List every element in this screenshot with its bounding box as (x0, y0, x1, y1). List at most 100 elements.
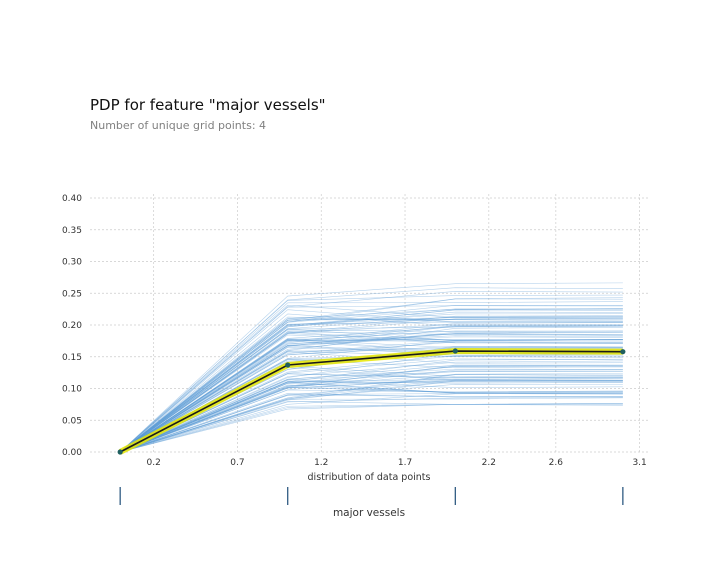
ice-line (119, 317, 623, 453)
ice-line (119, 308, 623, 453)
ice-line (119, 321, 623, 453)
ice-line (120, 376, 623, 453)
ice-line (119, 311, 623, 453)
ice-line (119, 316, 623, 453)
ice-line (119, 338, 623, 453)
ice-line (119, 282, 623, 453)
ice-line (119, 331, 623, 453)
ice-line (119, 324, 623, 453)
ice-line (119, 301, 623, 453)
ice-line (120, 325, 623, 453)
x-tick-label: 3.1 (632, 458, 646, 468)
ice-line (120, 381, 623, 453)
ice-line (119, 305, 623, 453)
ice-line (119, 319, 623, 453)
ice-line (119, 331, 623, 453)
ice-line (119, 329, 623, 453)
ice-line (119, 318, 623, 453)
ice-line (120, 383, 623, 453)
chart-subtitle: Number of unique grid points: 4 (90, 119, 267, 132)
ice-line (119, 325, 623, 453)
ice-line (119, 313, 623, 453)
ice-line (120, 374, 623, 453)
ice-line (119, 331, 623, 453)
ice-line (119, 326, 623, 453)
ice-line (119, 334, 623, 453)
ice-line (119, 315, 623, 453)
ice-line (119, 339, 623, 453)
ice-line (120, 403, 623, 453)
ice-line (119, 309, 623, 453)
distribution-markers (119, 487, 624, 505)
y-tick-label: 0.30 (62, 258, 82, 268)
ice-line (119, 304, 623, 453)
x-tick-label: 1.2 (314, 458, 328, 468)
x-tick-label: 0.2 (147, 458, 161, 468)
ice-line (119, 297, 623, 453)
x-tick-label: 1.7 (398, 458, 412, 468)
ice-line (120, 380, 623, 453)
ice-line (120, 386, 623, 453)
ice-line (120, 345, 623, 453)
ice-line (120, 341, 623, 453)
ice-line (119, 328, 623, 453)
y-tick-label: 0.25 (62, 289, 82, 299)
ice-line (120, 384, 623, 453)
ice-line (119, 308, 623, 453)
ice-line (120, 393, 623, 453)
ice-line (120, 381, 623, 453)
ice-line (119, 333, 623, 453)
ice-line (120, 346, 623, 453)
ice-line (119, 298, 623, 453)
ice-line (119, 316, 623, 453)
ice-line (120, 404, 623, 453)
ice-line (120, 347, 623, 453)
pdp-marker (117, 449, 123, 455)
y-tick-label: 0.35 (62, 226, 82, 236)
ice-line (120, 380, 623, 453)
ice-line (120, 368, 623, 453)
ice-line (119, 308, 623, 453)
ice-line (120, 365, 623, 453)
x-tick-label: 2.6 (549, 458, 564, 468)
ice-line (120, 373, 623, 453)
ice-line (120, 326, 623, 453)
ice-line (119, 322, 623, 453)
ice-line (119, 335, 623, 453)
y-tick-label: 0.00 (62, 448, 82, 458)
ice-line (119, 287, 623, 453)
ice-line (120, 333, 623, 453)
y-tick-label: 0.10 (62, 385, 82, 395)
ice-line (120, 402, 623, 453)
pdp-line (119, 350, 623, 453)
x-tick-labels: 0.2 0.7 1.2 1.7 2.2 2.6 3.1 (147, 458, 647, 468)
pdp-marker (452, 348, 458, 354)
ice-line (119, 317, 623, 453)
chart-title: PDP for feature "major vessels" (90, 96, 326, 114)
ice-line (119, 305, 623, 453)
ice-line (120, 379, 623, 453)
ice-line (120, 381, 623, 453)
y-tick-label: 0.40 (62, 194, 82, 204)
ice-line (120, 380, 623, 453)
ice-line (120, 336, 623, 453)
ice-line (120, 355, 623, 453)
ice-line (120, 331, 623, 453)
ice-line (120, 373, 623, 453)
pdp-marker (620, 349, 626, 355)
ice-line (120, 394, 623, 453)
ice-line (120, 358, 623, 453)
ice-line (119, 339, 623, 453)
ice-line (119, 316, 623, 453)
x-tick-label: 2.2 (482, 458, 496, 468)
ice-line (120, 393, 623, 453)
ice-line (120, 382, 623, 453)
y-tick-label: 0.05 (62, 416, 82, 426)
ice-line (120, 339, 623, 453)
ice-line (119, 309, 623, 453)
ice-line (119, 323, 623, 453)
ice-line (120, 358, 623, 453)
ice-line (119, 330, 623, 453)
ice-line (120, 387, 623, 453)
